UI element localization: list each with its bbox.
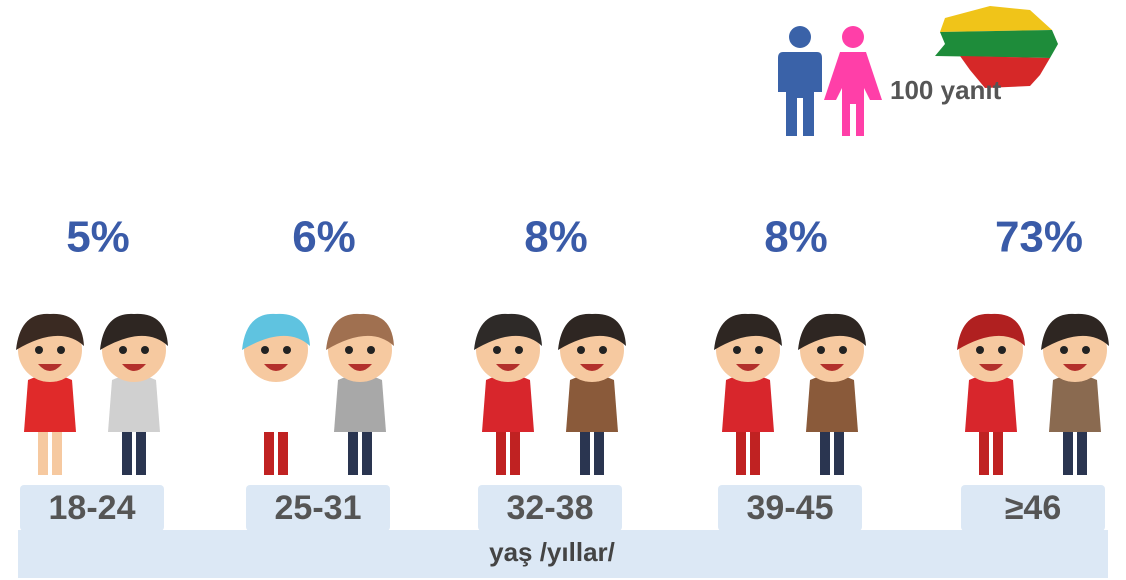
- hair: [100, 313, 168, 350]
- body: [108, 375, 160, 432]
- leg: [834, 425, 844, 475]
- leg: [136, 425, 146, 475]
- axis-band: [18, 530, 1108, 578]
- eye: [141, 346, 149, 354]
- eye: [35, 346, 43, 354]
- character-pair: [714, 313, 866, 475]
- hair: [242, 313, 310, 350]
- mouth: [580, 364, 604, 371]
- character-pair: [242, 313, 394, 475]
- eye: [119, 346, 127, 354]
- leg: [820, 425, 830, 475]
- body: [482, 375, 534, 432]
- category-box: [961, 485, 1105, 531]
- woman-icon: [824, 26, 882, 136]
- value-label: 8%: [764, 213, 828, 262]
- eye: [976, 346, 984, 354]
- character-pair: [16, 313, 168, 475]
- mouth: [736, 364, 760, 371]
- x-tick-label: 32-38: [507, 489, 594, 527]
- leg: [122, 425, 132, 475]
- body: [334, 375, 386, 432]
- hair: [326, 313, 394, 350]
- mouth: [38, 364, 62, 371]
- leg: [594, 425, 604, 475]
- eye: [493, 346, 501, 354]
- eye: [367, 346, 375, 354]
- eye: [755, 346, 763, 354]
- leg: [278, 425, 288, 475]
- eye: [283, 346, 291, 354]
- leg: [52, 425, 62, 475]
- body: [1049, 375, 1101, 432]
- eye: [998, 346, 1006, 354]
- eye: [515, 346, 523, 354]
- category-box: [246, 485, 390, 531]
- body: [24, 375, 76, 432]
- eye: [577, 346, 585, 354]
- eye: [839, 346, 847, 354]
- x-axis-label: yaş /yıllar/: [489, 537, 615, 567]
- eye: [261, 346, 269, 354]
- mouth: [1063, 364, 1087, 371]
- character-pair: [474, 313, 626, 475]
- leg: [979, 425, 989, 475]
- hair: [558, 313, 626, 350]
- eye: [1082, 346, 1090, 354]
- hair: [798, 313, 866, 350]
- value-label: 6%: [292, 213, 356, 262]
- body: [566, 375, 618, 432]
- leg: [496, 425, 506, 475]
- eye: [345, 346, 353, 354]
- body: [250, 375, 302, 432]
- eye: [817, 346, 825, 354]
- leg: [1063, 425, 1073, 475]
- hair: [16, 313, 84, 350]
- category-box: [20, 485, 164, 531]
- leg: [736, 425, 746, 475]
- eye: [599, 346, 607, 354]
- hair: [474, 313, 542, 350]
- mouth: [122, 364, 146, 371]
- leg: [348, 425, 358, 475]
- x-tick-label: 39-45: [747, 489, 834, 527]
- leg: [264, 425, 274, 475]
- leg: [362, 425, 372, 475]
- man-icon: [778, 26, 822, 136]
- hair: [1041, 313, 1109, 350]
- x-tick-label: 18-24: [49, 489, 136, 527]
- body: [722, 375, 774, 432]
- mouth: [979, 364, 1003, 371]
- character-pair: [957, 313, 1109, 475]
- hair: [714, 313, 782, 350]
- mouth: [496, 364, 520, 371]
- eye: [733, 346, 741, 354]
- body: [806, 375, 858, 432]
- value-label: 8%: [524, 213, 588, 262]
- value-label: 5%: [66, 213, 130, 262]
- mouth: [264, 364, 288, 371]
- leg: [38, 425, 48, 475]
- leg: [580, 425, 590, 475]
- leg: [750, 425, 760, 475]
- lithuania-flag: [935, 6, 1058, 88]
- eye: [57, 346, 65, 354]
- category-box: [478, 485, 622, 531]
- eye: [1060, 346, 1068, 354]
- hair: [957, 313, 1025, 350]
- mouth: [820, 364, 844, 371]
- leg: [510, 425, 520, 475]
- x-tick-label: 25-31: [275, 489, 362, 527]
- category-box: [718, 485, 862, 531]
- body: [965, 375, 1017, 432]
- x-tick-label: ≥46: [1005, 489, 1061, 527]
- value-label: 73%: [995, 213, 1083, 262]
- leg: [993, 425, 1003, 475]
- leg: [1077, 425, 1087, 475]
- response-count: 100 yanıt: [890, 75, 1002, 105]
- mouth: [348, 364, 372, 371]
